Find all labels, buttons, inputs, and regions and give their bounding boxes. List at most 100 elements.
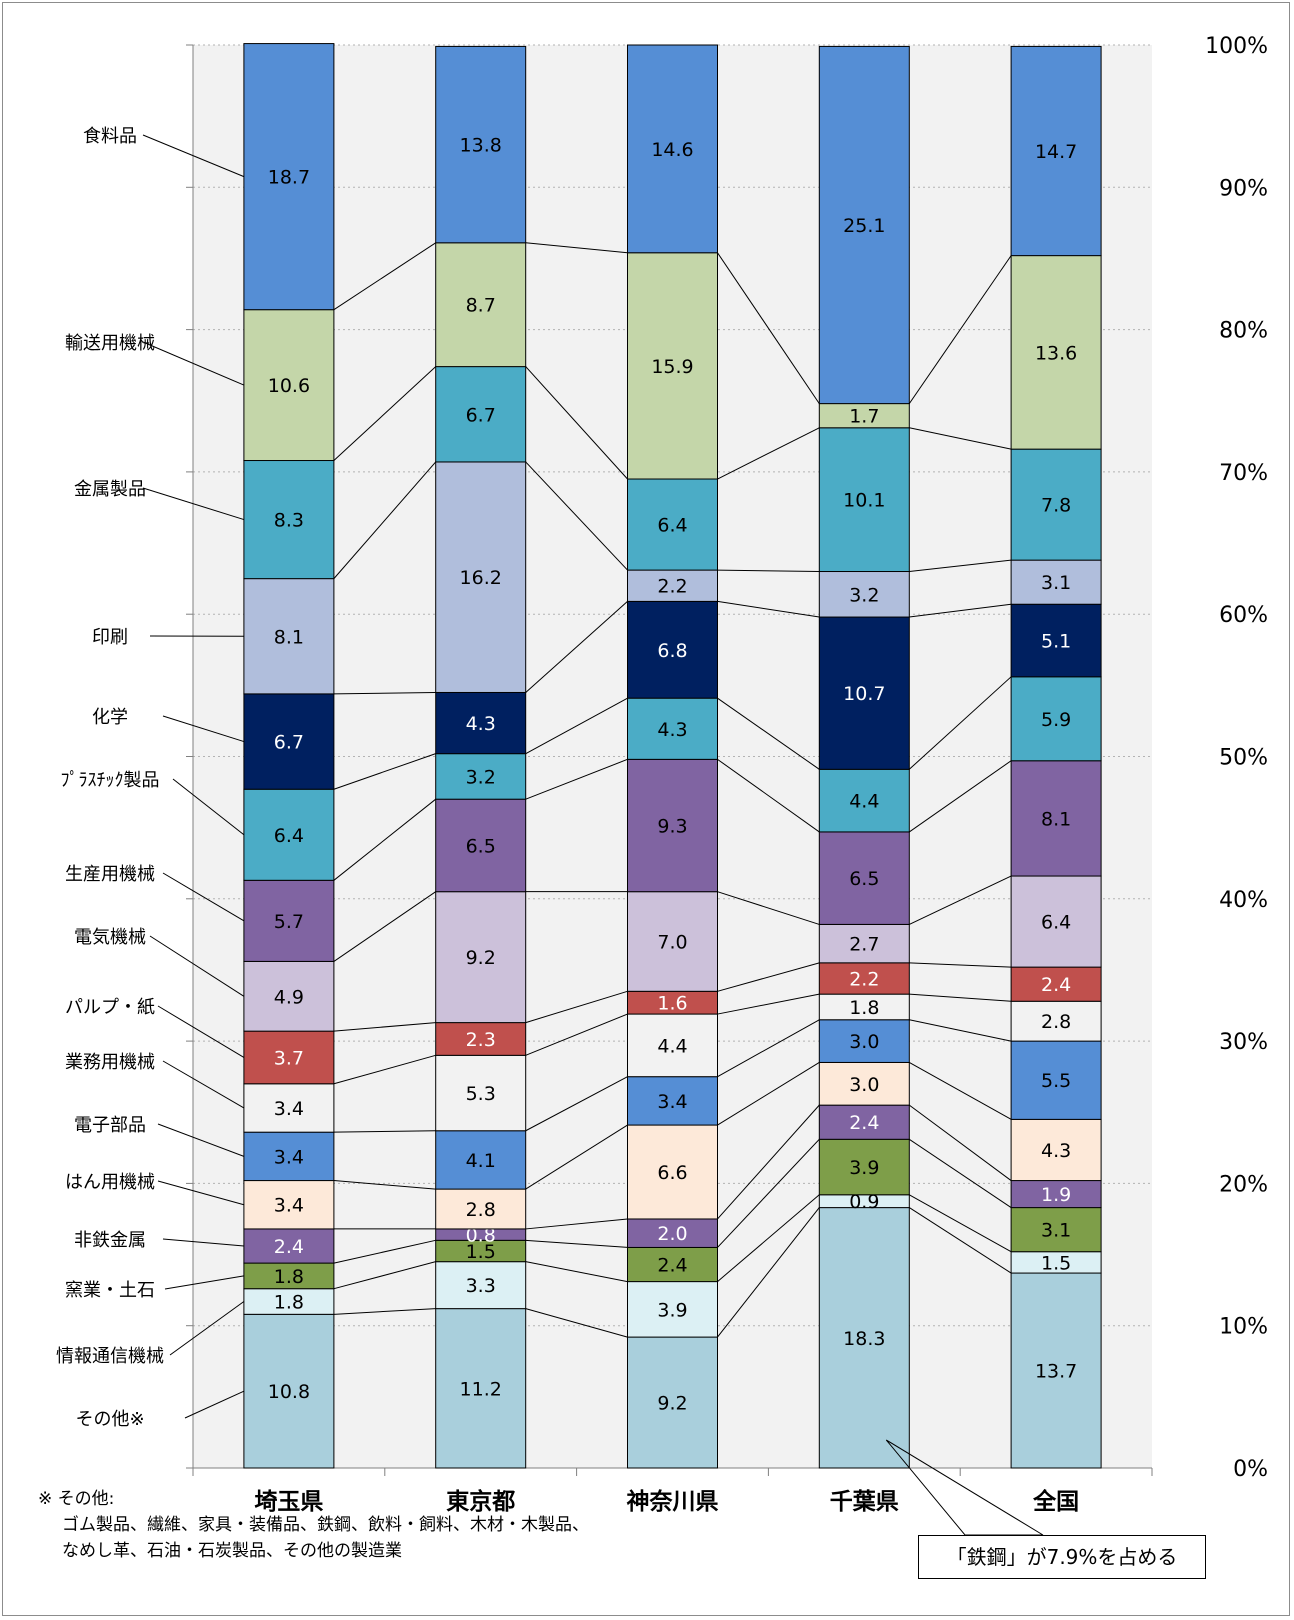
bar-segment	[1010, 448, 1102, 561]
data-label: 1.8	[274, 1292, 304, 1314]
legend-label: 生産用機械	[65, 864, 155, 885]
legend-leader-line	[157, 1005, 245, 1058]
data-label: 2.0	[657, 1223, 687, 1245]
bar-segment	[627, 891, 718, 992]
series-connector-line	[525, 1261, 628, 1283]
data-label: 8.3	[274, 510, 304, 532]
bar-segment	[627, 1013, 718, 1078]
bar-segment	[243, 1228, 335, 1264]
data-label: 13.8	[460, 135, 502, 157]
data-label: 3.3	[466, 1275, 496, 1297]
bar-segment	[243, 960, 335, 1032]
bar-segment	[243, 1313, 335, 1469]
series-connector-line	[525, 1239, 628, 1248]
data-label: 2.8	[1041, 1011, 1071, 1033]
bar-segment	[1010, 255, 1102, 450]
bar-segment	[435, 1308, 527, 1469]
bar-segment	[435, 753, 527, 800]
series-connector-line	[717, 1207, 820, 1338]
series-connector-line	[333, 242, 436, 311]
legend-leader-line	[157, 1180, 245, 1206]
bar-segment	[435, 366, 527, 463]
bar-segment	[627, 1218, 718, 1248]
series-connector-line	[333, 1308, 436, 1315]
series-connector-line	[909, 603, 1012, 618]
data-label: 13.6	[1035, 342, 1077, 364]
data-label: 4.1	[466, 1150, 496, 1172]
bar-segment	[1010, 966, 1102, 1002]
series-connector-line	[525, 697, 628, 755]
bar-segment	[818, 1104, 910, 1140]
data-label: 2.2	[657, 576, 687, 598]
data-label: 6.5	[849, 868, 879, 890]
bar-segment	[627, 1124, 718, 1220]
legend-label: 電子部品	[74, 1115, 146, 1136]
series-connector-line	[525, 366, 628, 480]
bar-segment	[435, 1261, 527, 1310]
legend-label: 印刷	[92, 627, 128, 648]
bar-segment	[1010, 603, 1102, 678]
legend-label: 食料品	[83, 126, 137, 147]
data-label: 4.3	[657, 719, 687, 741]
data-label: 1.5	[1041, 1252, 1071, 1274]
footnote: ※ その他: ゴム製品、繊維、家具・装備品、鉄鋼、飲料・飼料、木材・木製品、 な…	[38, 1486, 589, 1564]
data-label: 3.4	[274, 1195, 304, 1217]
data-label: 1.8	[274, 1266, 304, 1288]
category-label: 全国	[1032, 1488, 1079, 1515]
data-label: 1.6	[657, 993, 687, 1015]
series-connector-line	[717, 569, 820, 573]
data-label: 3.2	[466, 766, 496, 788]
bar-segment	[627, 569, 718, 602]
data-label: 16.2	[460, 567, 502, 589]
series-connector-line	[717, 1062, 820, 1126]
bar-segment	[1010, 1272, 1102, 1469]
series-connector-line	[525, 1308, 628, 1338]
footnote-line-1: ゴム製品、繊維、家具・装備品、鉄鋼、飲料・飼料、木材・木製品、	[62, 1515, 589, 1535]
data-label: 6.8	[657, 640, 687, 662]
data-label: 5.5	[1041, 1070, 1071, 1092]
bar-segment	[1010, 676, 1102, 762]
bar-segment	[1010, 1180, 1102, 1209]
data-label: 8.7	[466, 295, 496, 317]
data-label: 3.0	[849, 1074, 879, 1096]
data-label: 9.3	[657, 816, 687, 838]
data-label: 10.8	[268, 1381, 310, 1403]
series-connector-line	[333, 1054, 436, 1085]
legend-leader-line	[142, 487, 245, 521]
series-connector-line	[717, 993, 820, 1015]
legend-label: 金属製品	[74, 479, 146, 500]
data-label: 6.6	[657, 1162, 687, 1184]
series-connector-line	[909, 1138, 1012, 1209]
data-label: 3.9	[657, 1299, 687, 1321]
bar-segment	[818, 831, 910, 925]
legend-label: その他※	[75, 1409, 144, 1430]
legend-leader-line	[184, 1390, 245, 1419]
bar-segment	[435, 1022, 527, 1056]
series-connector-line	[909, 1194, 1012, 1253]
series-connector-line	[333, 366, 437, 461]
data-label: 3.4	[657, 1091, 687, 1113]
legend-leader-line	[162, 1060, 245, 1109]
y-tick-label: 60%	[1219, 603, 1268, 628]
legend-label: 輸送用機械	[65, 333, 155, 354]
data-label: 6.5	[466, 835, 496, 857]
y-tick-label: 10%	[1219, 1315, 1268, 1340]
data-label: 2.4	[274, 1236, 304, 1258]
bar-segment	[243, 1262, 335, 1290]
series-connector-line	[525, 601, 628, 693]
category-label: 千葉県	[830, 1489, 899, 1515]
data-label: 4.4	[849, 791, 879, 813]
legend-leader-line	[162, 1238, 244, 1247]
series-connector-line	[333, 461, 437, 579]
series-connector-line	[717, 1104, 820, 1220]
bar-segment	[818, 571, 910, 618]
bar-segment	[435, 891, 527, 1024]
series-connector-line	[717, 1138, 820, 1248]
legend-leader-line	[164, 1275, 244, 1290]
bar-segment	[1010, 760, 1102, 877]
data-label: 5.9	[1041, 709, 1071, 731]
series-connector-line	[333, 798, 437, 881]
series-connector-line	[717, 962, 820, 992]
series-connector-line	[909, 962, 1012, 968]
data-label: 4.3	[466, 713, 496, 735]
